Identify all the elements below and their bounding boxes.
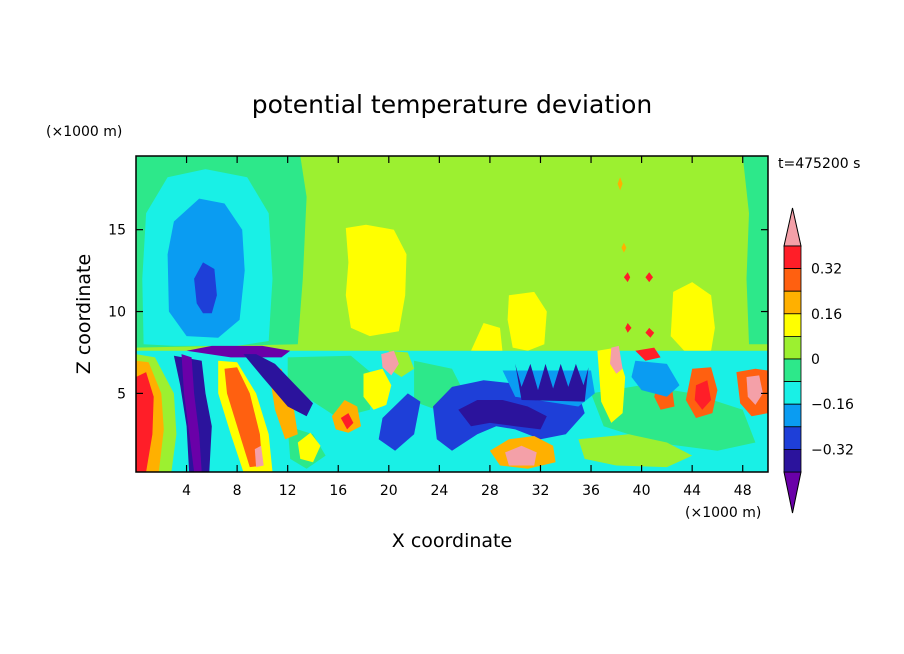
contour-region [623, 272, 631, 283]
colorbar-label: 0.16 [811, 307, 842, 323]
colorbar-swatch [783, 403, 802, 428]
x-tick-label: 4 [182, 483, 191, 499]
contour-region [578, 434, 693, 468]
y-tick-label: 5 [117, 386, 126, 402]
contour-region [224, 367, 263, 468]
contour-region [742, 156, 768, 345]
colorbar-bottom-arrow [783, 471, 802, 514]
contour-region [363, 368, 392, 410]
contour-region [254, 445, 264, 468]
contour-region [181, 354, 202, 472]
contour-region [378, 393, 421, 451]
contour-region [507, 291, 547, 351]
colorbar-swatch [783, 426, 802, 450]
plot-frame [135, 155, 769, 473]
x-tick-label: 12 [279, 483, 297, 499]
y-unit-label: (×1000 m) [46, 124, 122, 140]
x-tick-label: 8 [233, 483, 242, 499]
colorbar: 0.32 0.16 0 −0.16 −0.32 [783, 207, 854, 514]
contour-region [645, 327, 655, 338]
contour-region [287, 355, 377, 418]
y-tick-label: 10 [108, 305, 126, 321]
x-tick-label: 44 [683, 483, 701, 499]
x-tick-label: 28 [481, 483, 499, 499]
colorbar-swatch [783, 335, 802, 360]
contour-region [621, 242, 627, 253]
x-tick-label: 36 [582, 483, 600, 499]
contour-region [610, 345, 623, 374]
colorbar-swatch [783, 245, 802, 270]
x-unit-label: (×1000 m) [685, 505, 761, 521]
x-tick-label: 20 [380, 483, 398, 499]
x-tick-label: 48 [734, 483, 752, 499]
contour-region [345, 224, 407, 337]
contour-region [194, 262, 217, 314]
contour-region [635, 347, 661, 361]
contour-region [625, 323, 632, 333]
chart-title: potential temperature deviation [252, 90, 652, 119]
y-tick-label: 15 [108, 223, 126, 239]
colorbar-swatch [783, 381, 802, 405]
contour-region [515, 363, 589, 402]
colorbar-top-arrow [783, 207, 802, 247]
contour-region [297, 432, 321, 463]
contour-region [458, 400, 547, 430]
time-label: t=475200 s [778, 156, 860, 172]
contour-region [505, 445, 537, 466]
x-tick-label: 24 [430, 483, 448, 499]
colorbar-swatch [783, 313, 802, 337]
colorbar-label: −0.32 [811, 442, 854, 458]
contour-region [471, 323, 503, 353]
contour-region [694, 380, 712, 410]
contour-region [186, 345, 291, 358]
contour-region [617, 177, 623, 191]
colorbar-swatch [783, 290, 802, 315]
contour-region [631, 360, 680, 397]
colorbar-swatch [783, 448, 802, 473]
colorbar-label: −0.16 [811, 397, 854, 413]
contour-region [136, 372, 154, 472]
contour-region [670, 282, 715, 353]
contour-region [340, 413, 354, 430]
x-axis-label: X coordinate [392, 530, 512, 552]
colorbar-swatch [783, 358, 802, 383]
contour-region [381, 350, 399, 376]
x-tick-label: 16 [329, 483, 347, 499]
colorbar-label: 0 [811, 352, 820, 368]
colorbar-label: 0.32 [811, 262, 842, 278]
plot-area [136, 156, 768, 472]
contour-region [243, 354, 313, 417]
contour-region [645, 272, 653, 283]
x-tick-label: 40 [633, 483, 651, 499]
colorbar-swatch [783, 268, 802, 292]
y-axis-label: Z coordinate [73, 254, 95, 374]
x-tick-label: 32 [532, 483, 550, 499]
contour-region [746, 375, 763, 405]
